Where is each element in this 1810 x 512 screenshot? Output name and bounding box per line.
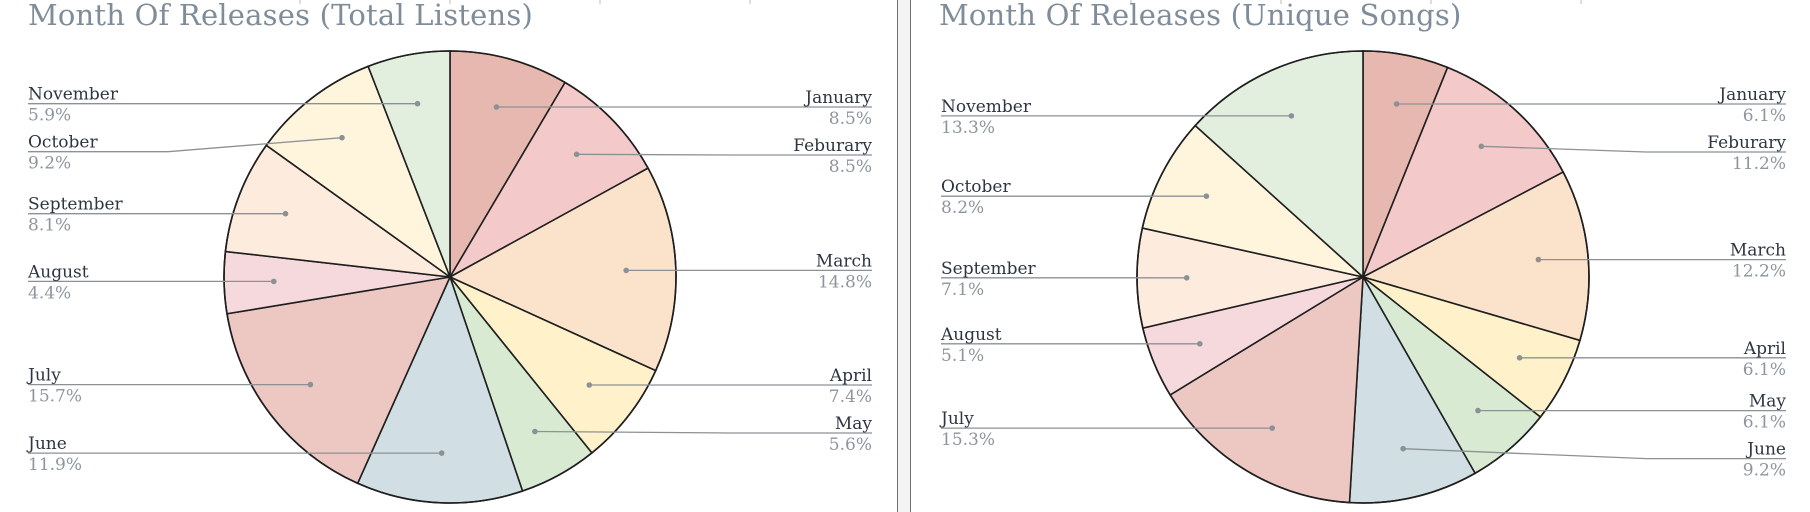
slice-value-feburary: 11.2% bbox=[1732, 154, 1786, 174]
leader-dot-january bbox=[1393, 101, 1400, 107]
slice-label-october: October bbox=[941, 177, 1011, 197]
leader-line-june bbox=[1403, 448, 1786, 460]
slice-label-september: September bbox=[941, 259, 1037, 279]
slice-labels: January8.5%Feburary8.5%March14.8%April7.… bbox=[26, 85, 872, 475]
slice-value-feburary: 8.5% bbox=[829, 157, 872, 177]
slice-value-may: 5.6% bbox=[829, 435, 872, 455]
leader-dot-may bbox=[532, 428, 538, 435]
slice-label-april: April bbox=[1743, 339, 1786, 359]
pie-chart-unique-songs: January6.1%Feburary11.2%March12.2%April6… bbox=[939, 50, 1786, 504]
pie-slices bbox=[223, 50, 677, 504]
slice-value-january: 8.5% bbox=[829, 109, 872, 129]
slice-label-august: August bbox=[27, 262, 89, 282]
slice-value-april: 6.1% bbox=[1743, 360, 1786, 380]
slice-label-may: May bbox=[1749, 392, 1787, 412]
slice-value-january: 6.1% bbox=[1743, 106, 1786, 126]
leader-dot-march bbox=[623, 267, 629, 274]
slice-value-october: 8.2% bbox=[941, 198, 984, 218]
leader-dot-july bbox=[307, 381, 314, 388]
slice-value-may: 6.1% bbox=[1743, 413, 1786, 433]
slice-value-march: 12.2% bbox=[1732, 262, 1786, 282]
pie-chart-total-listens: January8.5%Feburary8.5%March14.8%April7.… bbox=[26, 50, 872, 504]
leader-dot-may bbox=[1475, 407, 1481, 414]
slice-label-november: November bbox=[28, 85, 119, 105]
slice-label-may: May bbox=[835, 414, 873, 434]
chart-panel-total-listens: Month Of Releases (Total Listens) Januar… bbox=[0, 0, 898, 512]
leader-dot-june bbox=[438, 450, 445, 456]
slice-label-june: June bbox=[1745, 440, 1786, 460]
chart-title: Month Of Releases (Unique Songs) bbox=[939, 0, 1462, 32]
leader-line-feburary bbox=[576, 153, 872, 156]
slice-value-june: 9.2% bbox=[1743, 461, 1786, 481]
slice-label-january: January bbox=[803, 88, 872, 108]
pie-outline bbox=[223, 50, 677, 504]
leader-dot-september bbox=[1183, 275, 1190, 281]
leader-dot-march bbox=[1535, 256, 1542, 263]
slice-label-october: October bbox=[28, 133, 98, 153]
slice-label-june: June bbox=[26, 434, 67, 454]
leader-dot-september bbox=[282, 210, 289, 217]
slice-value-july: 15.7% bbox=[28, 387, 82, 407]
leader-dot-july bbox=[1269, 425, 1275, 431]
slice-labels: January6.1%Feburary11.2%March12.2%April6… bbox=[939, 85, 1786, 481]
leader-dot-april bbox=[1516, 355, 1523, 361]
leader-dot-april bbox=[586, 382, 593, 388]
slice-label-january: January bbox=[1717, 85, 1786, 105]
slice-value-august: 4.4% bbox=[28, 283, 71, 303]
leader-line-feburary bbox=[1481, 145, 1786, 153]
leader-dot-feburary bbox=[573, 151, 580, 158]
leader-dot-october bbox=[339, 134, 345, 141]
leader-dot-june bbox=[1400, 445, 1406, 452]
leader-dot-november bbox=[1288, 113, 1295, 119]
chart-panel-unique-songs: Month Of Releases (Unique Songs) January… bbox=[910, 0, 1810, 512]
slice-value-april: 7.4% bbox=[829, 387, 872, 407]
pie-outline bbox=[1136, 50, 1590, 504]
slice-value-june: 11.9% bbox=[28, 455, 82, 475]
slice-value-september: 7.1% bbox=[941, 280, 984, 300]
top-scroll-ticks bbox=[299, 0, 751, 4]
chart-title: Month Of Releases (Total Listens) bbox=[28, 0, 533, 32]
slice-label-feburary: Feburary bbox=[793, 136, 872, 156]
leader-dot-january bbox=[493, 104, 500, 110]
slice-label-april: April bbox=[829, 366, 872, 386]
slice-value-october: 9.2% bbox=[28, 154, 71, 174]
leader-line-october bbox=[28, 137, 343, 153]
slice-value-november: 13.3% bbox=[941, 118, 995, 138]
slice-label-november: November bbox=[941, 97, 1032, 117]
top-scroll-ticks bbox=[1130, 0, 1582, 4]
slice-label-september: September bbox=[28, 195, 124, 215]
slice-value-september: 8.1% bbox=[28, 216, 71, 236]
slice-label-feburary: Feburary bbox=[1707, 133, 1786, 153]
slice-value-march: 14.8% bbox=[818, 272, 872, 292]
slice-value-august: 5.1% bbox=[941, 346, 984, 366]
slice-label-july: July bbox=[26, 366, 61, 386]
leader-dot-november bbox=[414, 100, 421, 107]
panel-divider bbox=[898, 0, 910, 512]
slice-label-march: March bbox=[1730, 241, 1786, 261]
slice-label-march: March bbox=[816, 251, 872, 271]
pie-slices bbox=[1136, 50, 1590, 504]
leader-dot-august bbox=[271, 278, 277, 285]
slice-value-july: 15.3% bbox=[941, 430, 995, 450]
leader-dot-august bbox=[1197, 341, 1203, 347]
leader-line-may bbox=[534, 430, 872, 434]
slice-value-november: 5.9% bbox=[28, 106, 71, 126]
slice-label-july: July bbox=[939, 409, 974, 429]
leader-dot-october bbox=[1203, 193, 1210, 199]
slice-label-august: August bbox=[940, 325, 1002, 345]
leader-dot-feburary bbox=[1478, 143, 1485, 150]
